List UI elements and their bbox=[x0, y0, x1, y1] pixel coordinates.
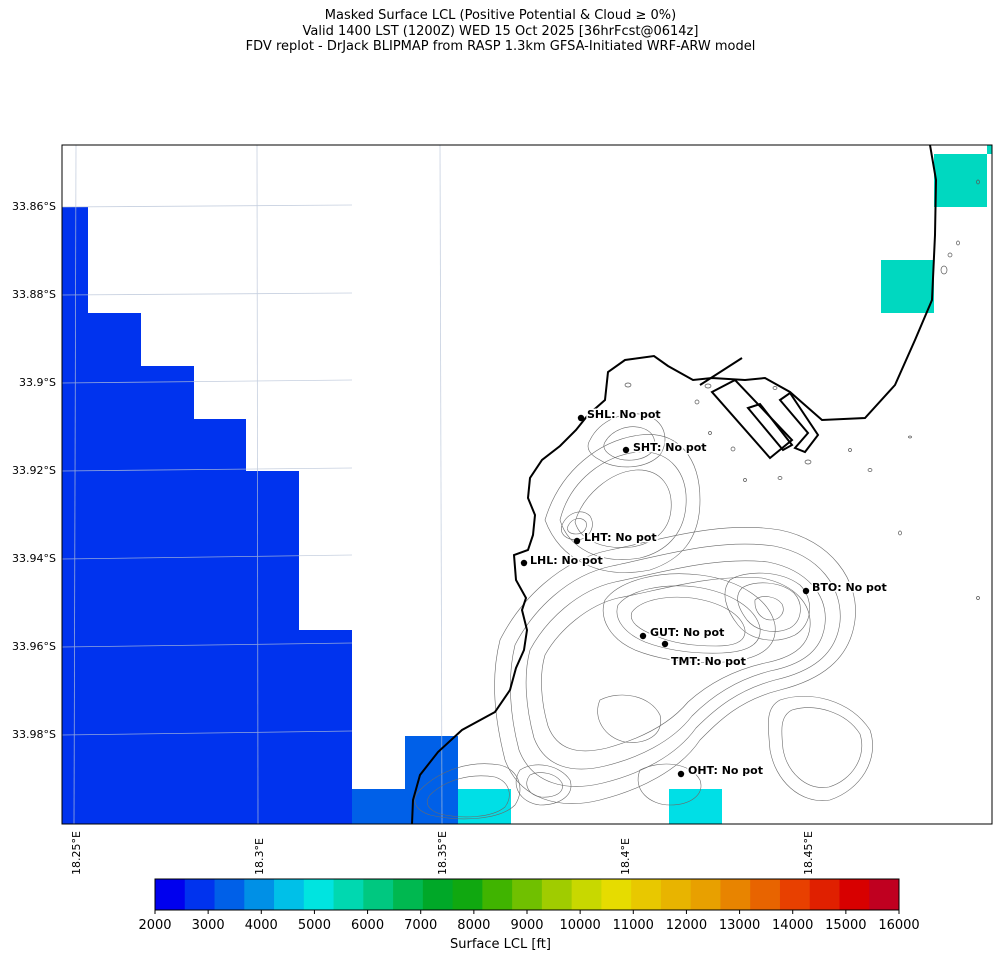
lat-tick-label: 33.94°S bbox=[12, 552, 56, 565]
colorbar-segment bbox=[660, 879, 692, 910]
colorbar bbox=[154, 878, 900, 914]
colorbar-segment bbox=[482, 879, 513, 910]
colorbar-segment bbox=[303, 879, 335, 910]
lcl-cell bbox=[458, 789, 511, 824]
lcl-cell bbox=[881, 260, 934, 313]
colorbar-segment bbox=[274, 879, 305, 910]
colorbar-tick-label: 11000 bbox=[612, 918, 654, 933]
colorbar-segment bbox=[393, 879, 424, 910]
lcl-region-mid bbox=[352, 736, 458, 824]
colorbar-segment bbox=[839, 879, 870, 910]
lat-tick-label: 33.88°S bbox=[12, 288, 56, 301]
colorbar-tick-label: 15000 bbox=[825, 918, 867, 933]
lat-tick-label: 33.98°S bbox=[12, 728, 56, 741]
station-marker-bto bbox=[802, 587, 810, 595]
lon-tick-label: 18.4°E bbox=[619, 838, 632, 875]
colorbar-segment bbox=[869, 879, 900, 910]
lat-tick-label: 33.96°S bbox=[12, 640, 56, 653]
colorbar-tick-label: 13000 bbox=[718, 918, 761, 933]
colorbar-tick-label: 12000 bbox=[665, 918, 708, 933]
colorbar-tick-label: 2000 bbox=[138, 918, 172, 933]
station-marker-gut bbox=[639, 632, 647, 640]
colorbar-segment bbox=[512, 879, 543, 910]
colorbar-segment bbox=[720, 879, 751, 910]
lcl-cell bbox=[934, 154, 987, 207]
station-marker-lht bbox=[573, 537, 581, 545]
station-label-gut: GUT: No pot bbox=[650, 626, 724, 639]
title-line-1: Masked Surface LCL (Positive Potential &… bbox=[324, 8, 677, 23]
lon-tick-label: 18.25°E bbox=[70, 831, 83, 875]
stations: SHL: No pot SHT: No pot LHT: No pot LHL:… bbox=[520, 407, 888, 779]
station-marker-tmt bbox=[661, 640, 669, 648]
station-marker-oht bbox=[677, 770, 685, 778]
colorbar-tick-label: 4000 bbox=[244, 918, 278, 933]
colorbar-tick-label: 7000 bbox=[404, 918, 438, 933]
colorbar-tick-label: 14000 bbox=[772, 918, 814, 933]
colorbar-segment bbox=[779, 879, 811, 910]
colorbar-segment bbox=[363, 879, 394, 910]
colorbar-tick-label: 8000 bbox=[457, 918, 491, 933]
colorbar-tick-label: 5000 bbox=[297, 918, 331, 933]
lat-tick-label: 33.9°S bbox=[19, 376, 56, 389]
lat-tick-label: 33.92°S bbox=[12, 464, 56, 477]
terrain-contours bbox=[414, 413, 873, 820]
lcl-field bbox=[62, 145, 992, 824]
lon-tick-label: 18.45°E bbox=[802, 831, 815, 875]
station-marker-lhl bbox=[520, 559, 528, 567]
graticule bbox=[61, 144, 443, 825]
colorbar-segment bbox=[452, 879, 483, 910]
colorbar-segment bbox=[422, 879, 454, 910]
lcl-region-low bbox=[62, 207, 352, 824]
lon-tick-label: 18.3°E bbox=[253, 838, 266, 875]
colorbar-segment bbox=[750, 879, 781, 910]
lcl-cell bbox=[669, 789, 722, 824]
colorbar-segment bbox=[541, 879, 573, 910]
colorbar-segment bbox=[333, 879, 364, 910]
islets bbox=[624, 179, 980, 600]
colorbar-segment bbox=[690, 879, 721, 910]
station-label-tmt: TMT: No pot bbox=[671, 655, 746, 668]
station-marker-sht bbox=[622, 446, 630, 454]
coastline bbox=[411, 144, 938, 825]
station-label-bto: BTO: No pot bbox=[812, 581, 887, 594]
colorbar-segment bbox=[601, 879, 632, 910]
colorbar-tick-label: 16000 bbox=[878, 918, 920, 933]
station-label-sht: SHT: No pot bbox=[633, 441, 707, 454]
colorbar-tick-label: 6000 bbox=[351, 918, 385, 933]
colorbar-label: Surface LCL [ft] bbox=[450, 937, 551, 952]
colorbar-tick-label: 9000 bbox=[510, 918, 544, 933]
colorbar-segment bbox=[809, 879, 840, 910]
lcl-cell bbox=[987, 145, 992, 154]
lon-tick-label: 18.35°E bbox=[436, 831, 449, 875]
title-line-2: Valid 1400 LST (1200Z) WED 15 Oct 2025 [… bbox=[302, 23, 699, 39]
station-label-lhl: LHL: No pot bbox=[530, 554, 603, 567]
colorbar-tick-label: 10000 bbox=[559, 918, 601, 933]
station-label-shl: SHL: No pot bbox=[587, 408, 661, 421]
station-label-oht: OHT: No pot bbox=[688, 764, 763, 777]
colorbar-segment bbox=[571, 879, 602, 910]
colorbar-segment bbox=[214, 879, 245, 910]
colorbar-tick-label: 3000 bbox=[191, 918, 225, 933]
title-line-3: FDV replot - DrJack BLIPMAP from RASP 1.… bbox=[245, 39, 756, 54]
colorbar-segment bbox=[184, 879, 216, 910]
lat-tick-label: 33.86°S bbox=[12, 200, 56, 213]
colorbar-segment bbox=[244, 879, 275, 910]
colorbar-segment bbox=[155, 879, 186, 910]
station-label-lht: LHT: No pot bbox=[584, 531, 657, 544]
station-marker-shl bbox=[577, 414, 585, 422]
map-frame bbox=[61, 144, 993, 825]
chart-title: Masked Surface LCL (Positive Potential &… bbox=[0, 8, 1001, 55]
colorbar-segment bbox=[631, 879, 662, 910]
